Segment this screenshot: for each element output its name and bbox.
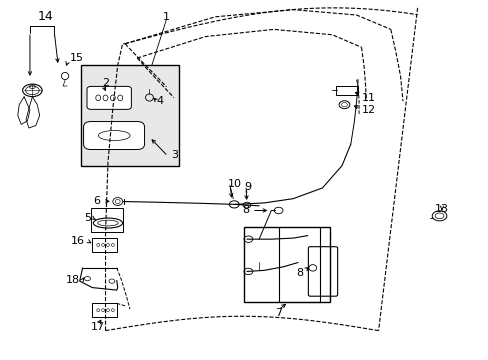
- Text: 9: 9: [244, 182, 251, 192]
- Text: 15: 15: [70, 53, 84, 63]
- Bar: [81, 65, 178, 166]
- Text: 8: 8: [295, 268, 303, 278]
- Text: 6: 6: [94, 196, 101, 206]
- Text: 10: 10: [227, 179, 241, 189]
- Text: 4: 4: [157, 96, 163, 106]
- Bar: [244, 226, 329, 302]
- Text: 14: 14: [38, 10, 53, 23]
- Text: 13: 13: [434, 204, 448, 215]
- FancyBboxPatch shape: [87, 86, 131, 109]
- Text: 18: 18: [66, 275, 80, 285]
- Bar: [92, 238, 117, 252]
- Bar: [92, 303, 117, 317]
- Text: 17: 17: [91, 322, 105, 332]
- FancyBboxPatch shape: [83, 122, 144, 149]
- Text: 11: 11: [361, 93, 375, 103]
- Text: 8: 8: [242, 206, 249, 216]
- Text: 2: 2: [102, 78, 108, 88]
- Text: 5: 5: [84, 213, 91, 222]
- Text: 3: 3: [171, 150, 178, 160]
- Text: 7: 7: [275, 308, 282, 318]
- Text: 12: 12: [361, 105, 375, 115]
- Bar: [91, 208, 122, 232]
- FancyBboxPatch shape: [335, 86, 357, 95]
- Text: 16: 16: [71, 236, 85, 246]
- Text: 1: 1: [163, 12, 170, 22]
